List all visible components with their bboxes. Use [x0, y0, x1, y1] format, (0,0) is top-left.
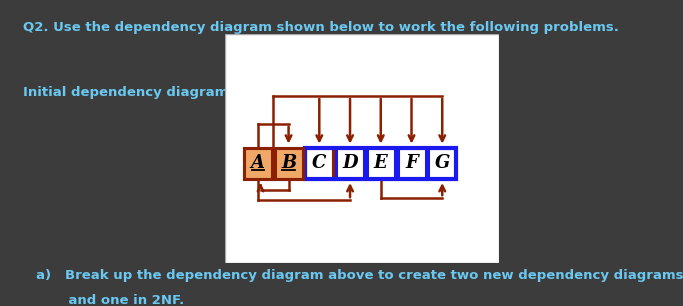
Text: A: A — [251, 154, 265, 172]
Bar — [336, 147, 364, 179]
Text: a)   Break up the dependency diagram above to create two new dependency diagrams: a) Break up the dependency diagram above… — [36, 269, 683, 282]
Text: E: E — [374, 154, 388, 172]
Text: B: B — [281, 154, 296, 172]
Text: G: G — [434, 154, 450, 172]
Bar — [367, 147, 395, 179]
Text: Initial dependency diagram:: Initial dependency diagram: — [23, 86, 234, 99]
Text: and one in 2NF.: and one in 2NF. — [36, 294, 184, 306]
Bar — [244, 147, 272, 179]
Bar — [398, 147, 426, 179]
Bar — [428, 147, 456, 179]
Bar — [275, 147, 303, 179]
Bar — [305, 147, 456, 179]
Text: C: C — [312, 154, 326, 172]
Bar — [244, 147, 303, 179]
Bar — [305, 147, 333, 179]
Text: Q2. Use the dependency diagram shown below to work the following problems.: Q2. Use the dependency diagram shown bel… — [23, 21, 618, 34]
Text: D: D — [342, 154, 358, 172]
Text: F: F — [405, 154, 418, 172]
